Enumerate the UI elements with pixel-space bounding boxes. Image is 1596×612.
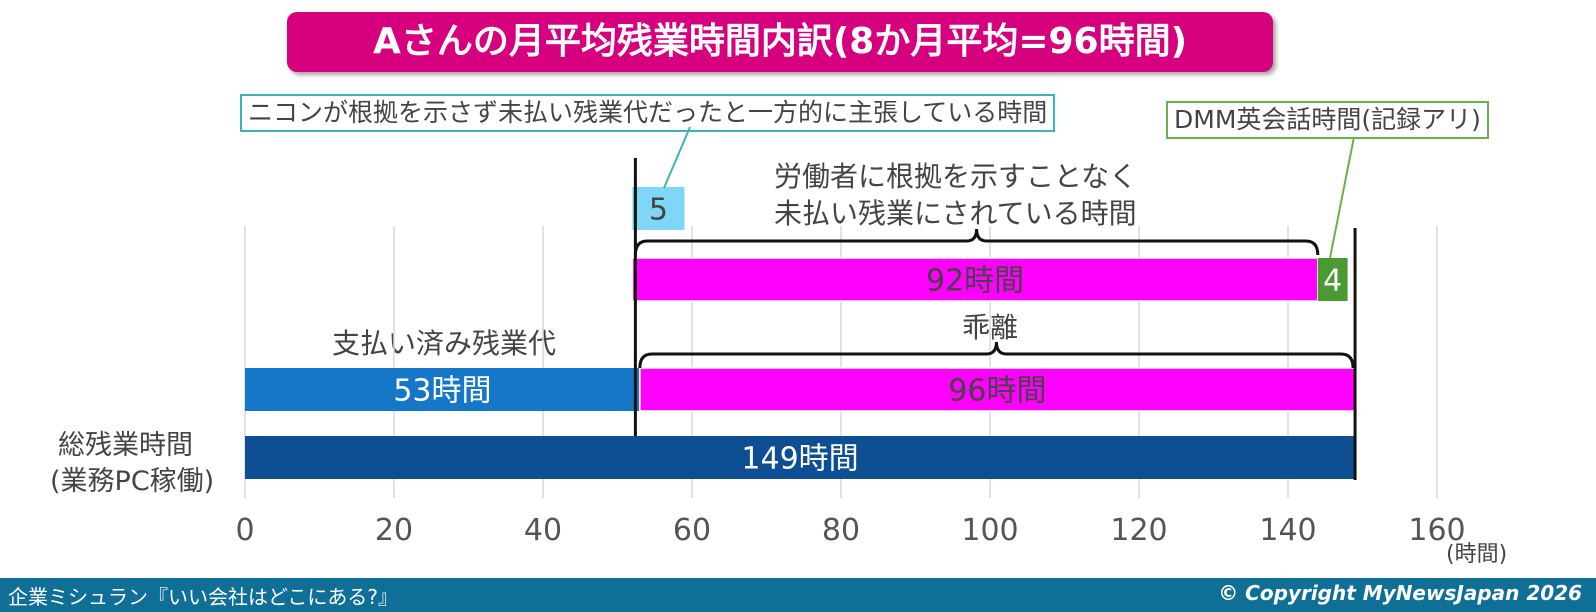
- footer-bar: 企業ミシュラン『いい会社はどこにある?』 © Copyright MyNewsJ…: [0, 578, 1596, 612]
- category-label-total-line2: (業務PC稼働): [50, 466, 215, 497]
- tick-label-160: 160: [1408, 513, 1465, 548]
- footer-site-name: 企業ミシュラン『いい会社はどこにある?』: [8, 585, 399, 609]
- category-label-total-line1: 総残業時間: [58, 430, 193, 461]
- bar-segment-r3-s0: [245, 436, 1356, 479]
- bar-label-r1-s1: 4: [1323, 264, 1342, 299]
- tick-label-40: 40: [524, 513, 562, 548]
- bar-label-r2-s0: 53時間: [393, 374, 491, 409]
- note-unpaid-line2: 未払い残業にされている時間: [774, 197, 1137, 230]
- bar-segment-r1-s0: [631, 257, 1319, 302]
- axis-unit-label: (時間): [1446, 542, 1508, 567]
- bar-segment-r2-s0: [245, 368, 640, 411]
- bar-label-r1-s0: 92時間: [926, 264, 1024, 299]
- brace-gap: [638, 341, 1355, 369]
- bar-label-r0-s0: 5: [649, 193, 668, 228]
- bar-segment-r0-s0: [632, 187, 685, 230]
- bar-chart: 5 92時間 4 53時間 96時間 149時間 0 20 40 60 80 100 120 140 16…: [235, 126, 1466, 548]
- bar-layer: 5 92時間 4 53時間 96時間 149時間: [245, 187, 1356, 479]
- note-unpaid-line1: 労働者に根拠を示すことなく: [774, 160, 1138, 193]
- bar-label-r3-s0: 149時間: [741, 442, 858, 477]
- brace-unpaid: [633, 228, 1320, 256]
- tick-label-120: 120: [1110, 513, 1167, 548]
- leader-nikon: [663, 126, 691, 189]
- bar-label-r2-s1: 96時間: [948, 374, 1046, 409]
- bar-segment-r1-s1: [1317, 258, 1348, 301]
- tick-label-60: 60: [673, 513, 711, 548]
- tick-label-0: 0: [235, 513, 254, 548]
- tick-label-140: 140: [1259, 513, 1316, 548]
- tick-label-100: 100: [961, 513, 1018, 548]
- footer-copyright: © Copyright MyNewsJapan 2026: [1218, 581, 1582, 605]
- tick-label-20: 20: [375, 513, 413, 548]
- note-paid: 支払い済み残業代: [332, 327, 557, 360]
- leader-dmm: [1329, 136, 1355, 259]
- annotation-layer: [633, 126, 1357, 480]
- callout-nikon-claim: ニコンが根拠を示さず未払い残業代だったと一方的に主張している時間: [240, 94, 1056, 132]
- bar-segment-r2-s1: [639, 367, 1356, 412]
- tick-label-80: 80: [822, 513, 860, 548]
- tick-layer: 0 20 40 60 80 100 120 140 160: [235, 513, 1465, 548]
- callout-dmm: DMM英会話時間(記録アリ): [1166, 101, 1489, 139]
- chart-title: Aさんの月平均残業時間内訳(8か月平均=96時間): [287, 12, 1273, 72]
